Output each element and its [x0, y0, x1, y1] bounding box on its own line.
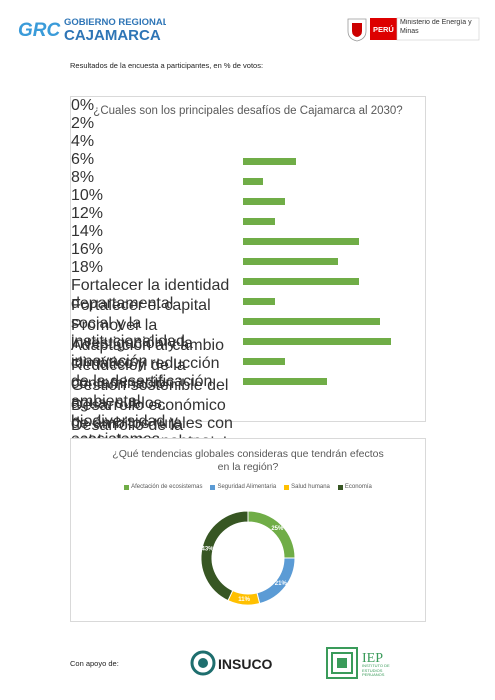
x-tick-label: 18%: [71, 259, 104, 276]
legend-label: Economía: [344, 484, 372, 490]
legend-label: Seguridad Alimentaria: [217, 484, 277, 490]
x-tick-label: 12%: [71, 205, 104, 222]
insuco-icon-core: [198, 658, 208, 668]
category-label: Promover la investigación y la innovació…: [71, 317, 193, 370]
ministry-box: [396, 17, 480, 41]
x-tick-label: 0%: [71, 97, 95, 114]
category-label: Fortalecer la identidad departamental: [71, 277, 230, 312]
org-line-2: CAJAMARCA: [64, 27, 161, 44]
category-label: Reducción de la contaminación ambiental: [71, 357, 186, 410]
bar: [243, 297, 275, 305]
bar: [243, 237, 359, 245]
data-label: 21%: [275, 581, 288, 587]
ministry: Ministerio de Energía y Minas: [400, 19, 472, 35]
category-label: Adaptación al cambio climático y reducci…: [71, 337, 224, 390]
legend-swatch: [210, 484, 216, 490]
data-label: 43%: [201, 547, 214, 553]
legend-swatch: [337, 484, 343, 490]
peru-box: [370, 18, 397, 40]
x-tick-label: 2%: [71, 115, 95, 132]
bar: [243, 377, 328, 385]
insuco-logo: INSUCO: [190, 650, 273, 676]
legend-swatch: [124, 484, 130, 490]
chart-title: ¿Cuales son los principales desafíos de …: [93, 105, 403, 117]
logo-mark: GRC: [18, 20, 61, 41]
iep-frame-core: [337, 658, 347, 668]
legend-item: Salud humana: [284, 484, 330, 490]
support-label: Con apoyo de:: [70, 659, 119, 668]
legend-label: Afectación de ecosistemas: [131, 484, 203, 490]
donut: 25% 21% 11% 43%: [200, 510, 296, 606]
data-label: 11%: [238, 597, 250, 603]
grc-logo: GRC GOBIERNO REGIONAL CAJAMARCA: [18, 17, 166, 44]
bar: [243, 317, 381, 325]
intro: Resultados de la encuesta a participante…: [70, 61, 264, 70]
country: PERÚ: [373, 25, 394, 34]
data-label: 25%: [271, 526, 284, 532]
category-label: Fortalecer el capital social y la instit…: [71, 297, 211, 350]
x-tick-label: 14%: [71, 223, 104, 240]
bar-chart: ¿Cuales son los principales desafíos de …: [70, 96, 426, 588]
insuco-icon: [190, 650, 216, 676]
donut-segment: [247, 510, 296, 559]
legend-item: Economía: [337, 484, 372, 490]
bar: [243, 357, 285, 365]
legend-item: Afectación de ecosistemas: [124, 484, 202, 490]
partner-2: IEP: [362, 651, 383, 666]
bar: [243, 257, 338, 265]
minem-logo: PERÚ Ministerio de Energía y Minas: [347, 17, 480, 42]
shield-inner: [352, 23, 362, 37]
org-line-1: GOBIERNO REGIONAL: [64, 17, 166, 28]
legend-label: Salud humana: [291, 484, 330, 490]
bar: [243, 337, 391, 345]
bar: [243, 177, 264, 185]
x-tick-label: 4%: [71, 133, 95, 150]
donut-segment: [200, 510, 249, 602]
iep-logo: IEP INSTITUTO DE ESTUDIOS PERUANOS: [326, 647, 390, 679]
partner-1: INSUCO: [218, 656, 273, 672]
iep-frame-inner: [331, 652, 353, 674]
x-tick-label: 6%: [71, 151, 95, 168]
chart-title: ¿Qué tendencias globales consideras que …: [112, 448, 384, 473]
legend-swatch: [284, 484, 290, 490]
x-tick-label: 10%: [71, 187, 104, 204]
bar: [243, 217, 275, 225]
bar: [243, 277, 359, 285]
bar: [243, 197, 285, 205]
x-tick-label: 8%: [71, 169, 95, 186]
category-label: Gestión sostenible del agua, suelos, bio…: [71, 377, 229, 466]
legend-item: Seguridad Alimentaria: [210, 484, 276, 490]
donut-chart: ¿Qué tendencias globales consideras que …: [70, 438, 426, 622]
ministry-holder: Ministerio de Energía y Minas: [400, 19, 472, 35]
category-label: Desarrollo económico de ámbitos rurales …: [71, 397, 233, 450]
iep-sub-holder: INSTITUTO DE ESTUDIOS PERUANOS: [362, 664, 390, 678]
bar: [243, 157, 296, 165]
partner-2-subtitle: INSTITUTO DE ESTUDIOS PERUANOS: [362, 664, 390, 678]
legend: Afectación de ecosistemas Seguridad Alime…: [71, 484, 425, 490]
x-tick-label: 16%: [71, 241, 104, 258]
